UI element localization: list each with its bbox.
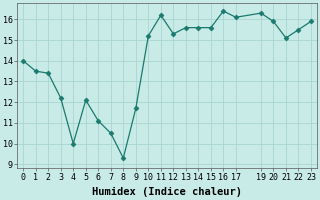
X-axis label: Humidex (Indice chaleur): Humidex (Indice chaleur) (92, 187, 242, 197)
